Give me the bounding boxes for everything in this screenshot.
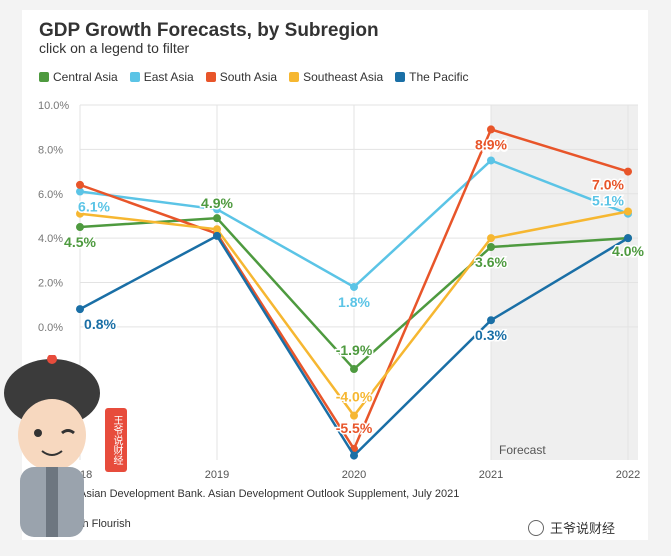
data-point [350, 411, 358, 420]
data-label: 7.0% [592, 177, 624, 193]
y-tick-label: 2.0% [38, 278, 63, 290]
data-point [624, 234, 632, 243]
data-point [624, 167, 632, 176]
data-label: -4.0% [336, 389, 373, 405]
legend-swatch [39, 72, 49, 82]
x-tick-label: 2019 [205, 469, 229, 481]
data-point [213, 214, 221, 223]
data-point [76, 209, 84, 218]
avatar-hat-knob [47, 355, 57, 364]
data-point [487, 316, 495, 325]
legend-item[interactable]: East Asia [129, 70, 194, 84]
data-point [487, 125, 495, 134]
data-label: 4.0% [612, 243, 644, 259]
data-label: 3.6% [475, 254, 507, 270]
data-label: 8.9% [475, 136, 507, 152]
source-text: Asian Development Bank. Asian Developmen… [79, 488, 460, 500]
data-label: 4.5% [64, 234, 96, 250]
data-point [350, 282, 358, 291]
data-point [350, 365, 358, 374]
data-point [487, 234, 495, 243]
legend-swatch [395, 72, 406, 82]
chart-legend: Central Asia East Asia South Asia Southeast… [39, 70, 469, 84]
stamp-seal: 王爷说财经 [105, 408, 127, 472]
data-point [213, 205, 221, 214]
avatar-face [18, 399, 86, 471]
chart-title: GDP Growth Forecasts, by Subregion [39, 20, 379, 41]
chart-plot: Forecast10.0%8.0%6.0%4.0%2.0%0.0%2018201… [38, 100, 646, 481]
data-point [213, 231, 221, 240]
data-point [487, 243, 495, 251]
y-tick-label: 6.0% [38, 189, 63, 201]
data-point [624, 207, 632, 216]
data-point [76, 305, 84, 314]
legend-label: Southeast Asia [303, 70, 384, 84]
legend-item[interactable]: Central Asia [39, 70, 118, 84]
avatar-eye-right [61, 429, 75, 435]
avatar-robe-center [46, 467, 58, 537]
legend-item[interactable]: South Asia [205, 70, 278, 84]
y-tick-label: 10.0% [38, 100, 69, 112]
data-label: -1.9% [336, 342, 373, 358]
data-point [76, 180, 84, 189]
y-tick-label: 0.0% [38, 322, 63, 334]
legend-swatch [289, 72, 300, 82]
legend-label: Central Asia [53, 70, 118, 84]
legend-swatch [205, 72, 216, 82]
watermark: 王爷说财经 [528, 518, 615, 537]
forecast-label: Forecast [499, 443, 546, 457]
data-point [76, 187, 84, 196]
data-point [487, 156, 495, 165]
x-tick-label: 2022 [616, 469, 640, 481]
data-label: -5.5% [336, 420, 373, 436]
watermark-text: 王爷说财经 [550, 521, 616, 536]
data-label: 7.5% [475, 137, 507, 153]
data-label: 0.8% [84, 316, 116, 332]
data-label: 1.8% [338, 294, 370, 310]
legend-item[interactable]: Southeast Asia [289, 70, 383, 84]
y-tick-label: 4.0% [38, 233, 63, 245]
avatar-eye-left [34, 429, 42, 437]
data-label: 4.9% [201, 195, 233, 211]
made-with-flourish[interactable]: with Flourish [69, 518, 131, 530]
data-point [76, 223, 84, 232]
legend-label: The Pacific [409, 70, 469, 84]
wechat-icon [528, 519, 544, 536]
data-label: 0.3% [475, 327, 507, 343]
avatar-mouth [41, 450, 63, 456]
legend-swatch [129, 72, 140, 82]
x-tick-label: 2021 [479, 469, 503, 481]
y-tick-label: 8.0% [38, 144, 63, 156]
chart-subtitle: click on a legend to filter [39, 40, 190, 56]
data-point [350, 451, 358, 460]
data-label: 6.1% [78, 199, 110, 215]
legend-item[interactable]: The Pacific [395, 70, 469, 84]
cartoon-avatar [4, 355, 100, 537]
data-point [213, 225, 221, 234]
x-tick-label: 2020 [342, 469, 366, 481]
legend-label: South Asia [219, 70, 278, 84]
data-label: 5.1% [592, 193, 624, 209]
legend-label: East Asia [143, 70, 194, 84]
